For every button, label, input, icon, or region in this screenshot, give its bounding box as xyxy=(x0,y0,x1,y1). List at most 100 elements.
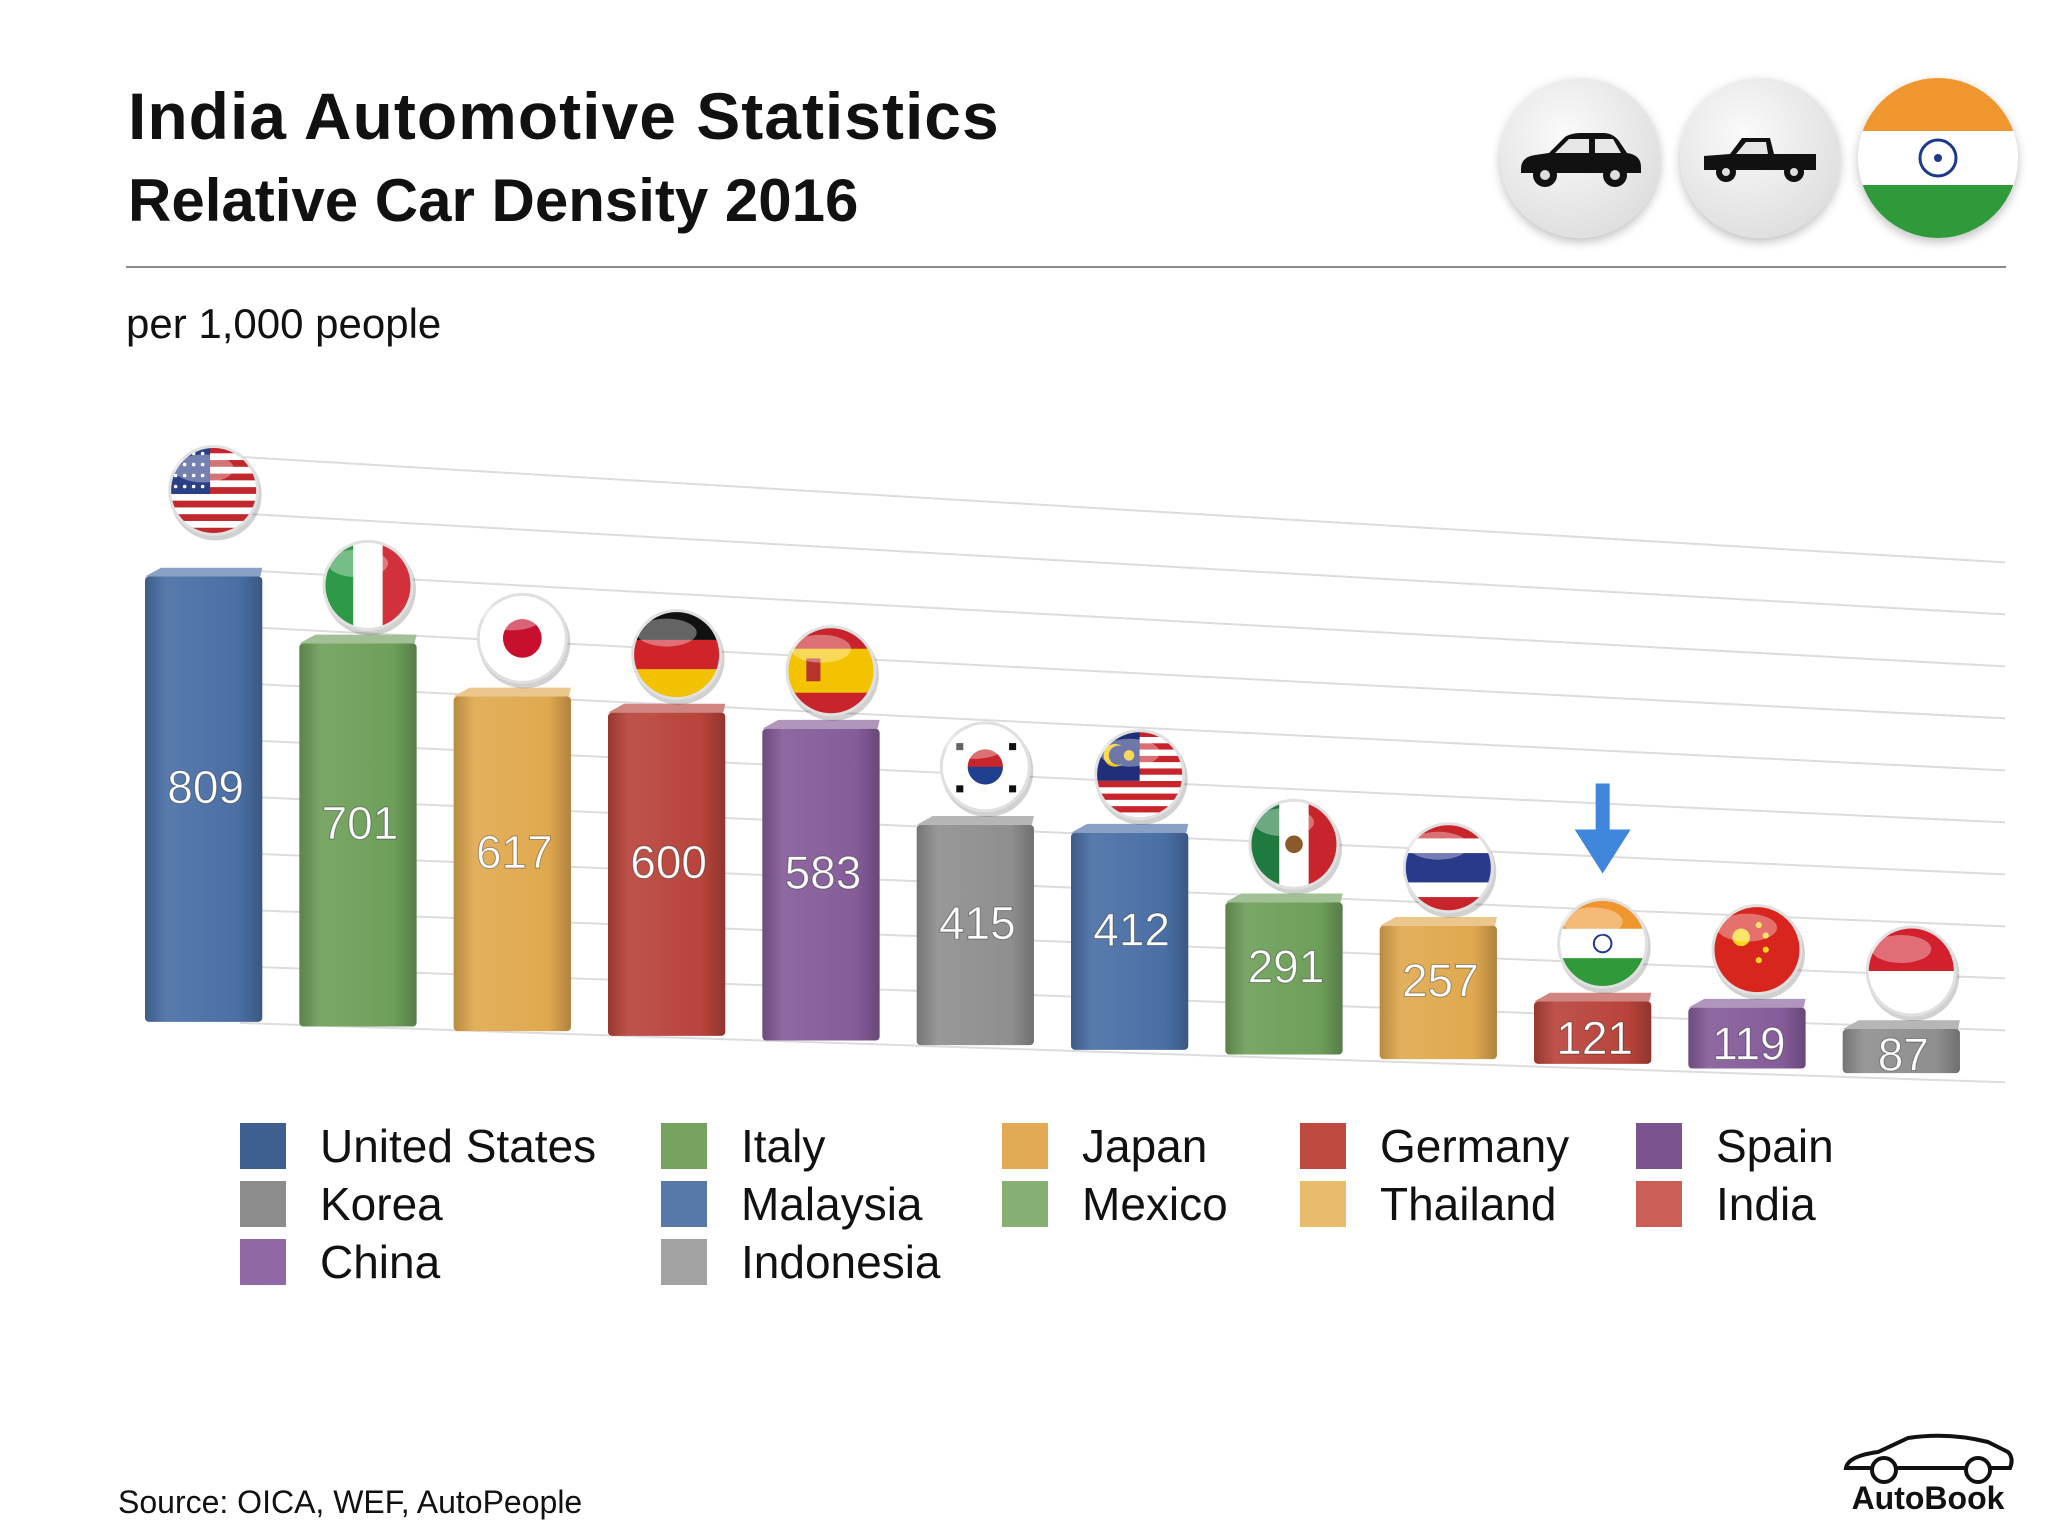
legend-swatch xyxy=(1636,1181,1682,1227)
bar-korea: 415 xyxy=(916,816,1034,1046)
bar xyxy=(608,712,726,1036)
legend-item: Indonesia xyxy=(661,1236,941,1288)
spain-flag-icon xyxy=(785,625,879,721)
legend-label: Italy xyxy=(741,1120,826,1172)
bar-united-states: 809 xyxy=(145,567,263,1022)
bar-top-face xyxy=(762,719,880,729)
malaysia-flag-icon xyxy=(1094,729,1188,825)
legend-swatch xyxy=(240,1239,286,1285)
bar-top-face xyxy=(299,634,417,644)
legend-swatch xyxy=(1300,1123,1346,1169)
legend-item: Japan xyxy=(1002,1120,1207,1172)
bar-chart: 809 701 617 600 583 415 412 291 257 121 119 87 xyxy=(145,445,2006,1084)
bar-value-label: 87 xyxy=(1878,1028,1929,1080)
legend-label: Germany xyxy=(1380,1120,1570,1172)
sedan-icon xyxy=(1500,78,1660,238)
legend-label: India xyxy=(1716,1178,1816,1230)
bar-thailand: 257 xyxy=(1379,916,1497,1060)
bar-malaysia: 412 xyxy=(1071,823,1189,1050)
autobook-logo: AutoBook xyxy=(1838,1428,2018,1518)
legend-swatch xyxy=(1300,1181,1346,1227)
legend-label: Korea xyxy=(320,1178,443,1230)
chart-subtitle: Relative Car Density 2016 xyxy=(128,167,859,234)
japan-flag-icon xyxy=(476,592,571,689)
legend-item: Spain xyxy=(1636,1120,1834,1172)
bar-india: 121 xyxy=(1534,992,1652,1065)
gridline xyxy=(239,455,2006,564)
pickup-truck-icon xyxy=(1680,78,1840,238)
legend-swatch xyxy=(240,1181,286,1227)
legend-item: Italy xyxy=(661,1120,825,1172)
legend-swatch xyxy=(1002,1181,1048,1227)
bar xyxy=(453,696,571,1032)
bar-top-face xyxy=(916,816,1034,825)
bar-top-face xyxy=(1071,823,1189,833)
bar xyxy=(1225,902,1343,1055)
legend-item: China xyxy=(240,1236,440,1288)
header-divider xyxy=(126,266,2006,268)
bar xyxy=(762,728,880,1041)
bar-value-label: 119 xyxy=(1712,1017,1785,1069)
legend-swatch xyxy=(1636,1123,1682,1169)
legend-label: Indonesia xyxy=(741,1236,941,1288)
bar xyxy=(1688,1007,1806,1069)
sports-car-icon xyxy=(1843,1433,2014,1484)
legend-swatch xyxy=(1002,1123,1048,1169)
legend-label: China xyxy=(320,1236,441,1288)
bar-value-label: 291 xyxy=(1248,940,1325,992)
bar-italy: 701 xyxy=(299,634,417,1027)
header-icon-group xyxy=(1500,78,2020,246)
legend-label: Mexico xyxy=(1082,1178,1228,1230)
bar xyxy=(1379,925,1497,1060)
legend-item: India xyxy=(1636,1178,1816,1230)
bar-value-label: 412 xyxy=(1093,903,1170,955)
gridline xyxy=(239,569,2006,668)
bar-value-label: 600 xyxy=(630,836,707,888)
korea-flag-icon xyxy=(939,721,1034,817)
legend-item: Germany xyxy=(1300,1120,1569,1172)
legend-label: Spain xyxy=(1716,1120,1834,1172)
bar-japan: 617 xyxy=(453,687,571,1032)
brand-name: AutoBook xyxy=(1851,1480,2005,1516)
legend-swatch xyxy=(240,1123,286,1169)
legend-label: Thailand xyxy=(1380,1178,1557,1230)
bar-china: 119 xyxy=(1688,998,1806,1070)
gridline xyxy=(239,512,2006,616)
gridline xyxy=(239,1021,2006,1084)
india-flag-icon xyxy=(1557,897,1651,994)
legend-label: United States xyxy=(320,1120,597,1172)
bar xyxy=(1534,1001,1652,1064)
bar xyxy=(916,824,1034,1046)
thailand-flag-icon xyxy=(1402,822,1497,918)
bar-top-face xyxy=(1225,893,1343,903)
y-axis-unit-label: per 1,000 people xyxy=(126,300,442,347)
bar xyxy=(145,576,263,1022)
bar-value-label: 583 xyxy=(785,847,862,899)
bar-top-face xyxy=(453,687,571,697)
chart-legend: United States Italy Japan Germany Spain Korea… xyxy=(240,1120,1900,1310)
bar-value-label: 415 xyxy=(939,897,1016,949)
bar-value-label: 617 xyxy=(476,826,553,878)
legend-swatch xyxy=(661,1123,707,1169)
bar-top-face xyxy=(145,567,263,577)
bar-germany: 600 xyxy=(608,703,726,1036)
bar-top-face xyxy=(608,703,726,713)
china-flag-icon xyxy=(1711,904,1805,1000)
bar xyxy=(299,643,417,1027)
bar-top-face xyxy=(1842,1020,1960,1030)
bar xyxy=(1071,832,1189,1050)
bar-mexico: 291 xyxy=(1225,893,1343,1055)
legend-item: Malaysia xyxy=(661,1178,923,1230)
bar-value-label: 809 xyxy=(167,761,244,813)
legend-label: Japan xyxy=(1082,1120,1208,1172)
bar-value-label: 701 xyxy=(322,797,399,849)
bar-top-face xyxy=(1379,916,1497,926)
legend-item: Mexico xyxy=(1002,1178,1228,1230)
chart-title: India Automotive Statistics xyxy=(128,79,1000,153)
bar-top-face xyxy=(1534,992,1652,1002)
bar-spain: 583 xyxy=(762,719,880,1041)
legend-label: Malaysia xyxy=(741,1178,923,1230)
bar-value-label: 121 xyxy=(1556,1012,1633,1064)
italy-flag-icon xyxy=(322,539,416,636)
source-note: Source: OICA, WEF, AutoPeople xyxy=(118,1484,583,1520)
